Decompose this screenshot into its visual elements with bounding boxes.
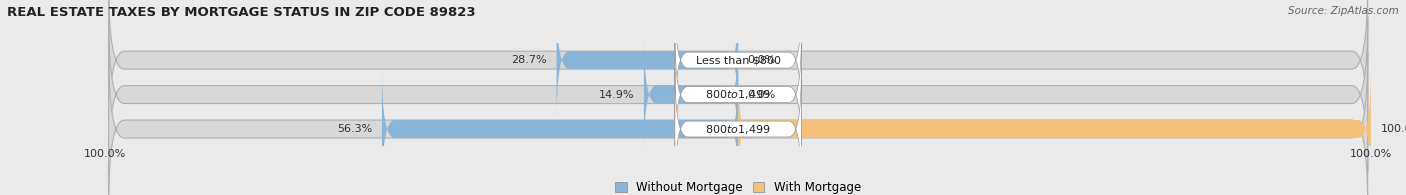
FancyBboxPatch shape: [644, 35, 738, 154]
FancyBboxPatch shape: [675, 34, 801, 156]
Text: 14.9%: 14.9%: [599, 90, 634, 100]
Text: Less than $800: Less than $800: [696, 55, 780, 65]
Text: $800 to $1,499: $800 to $1,499: [706, 122, 770, 136]
FancyBboxPatch shape: [675, 68, 801, 190]
Text: Source: ZipAtlas.com: Source: ZipAtlas.com: [1288, 6, 1399, 16]
FancyBboxPatch shape: [108, 52, 1368, 195]
Text: REAL ESTATE TAXES BY MORTGAGE STATUS IN ZIP CODE 89823: REAL ESTATE TAXES BY MORTGAGE STATUS IN …: [7, 6, 475, 19]
FancyBboxPatch shape: [382, 69, 738, 189]
Text: 0.0%: 0.0%: [748, 90, 776, 100]
FancyBboxPatch shape: [738, 69, 1371, 189]
Text: 56.3%: 56.3%: [337, 124, 373, 134]
FancyBboxPatch shape: [675, 0, 801, 121]
FancyBboxPatch shape: [108, 17, 1368, 172]
Text: 0.0%: 0.0%: [748, 55, 776, 65]
FancyBboxPatch shape: [557, 0, 738, 120]
Text: 100.0%: 100.0%: [1381, 124, 1406, 134]
Text: $800 to $1,499: $800 to $1,499: [706, 88, 770, 101]
Legend: Without Mortgage, With Mortgage: Without Mortgage, With Mortgage: [616, 181, 860, 194]
Text: 28.7%: 28.7%: [512, 55, 547, 65]
FancyBboxPatch shape: [108, 0, 1368, 137]
